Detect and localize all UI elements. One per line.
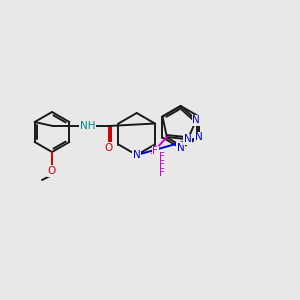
Text: O: O — [48, 166, 56, 176]
Text: N: N — [195, 133, 203, 142]
Text: N: N — [192, 115, 200, 125]
Text: N: N — [177, 143, 184, 153]
Text: F: F — [159, 160, 165, 170]
Text: N: N — [184, 134, 192, 144]
Text: F: F — [152, 146, 158, 156]
Text: F: F — [159, 152, 165, 162]
Text: O: O — [105, 143, 113, 153]
Text: N: N — [133, 150, 141, 160]
Text: NH: NH — [80, 121, 95, 131]
Text: F: F — [159, 168, 165, 178]
